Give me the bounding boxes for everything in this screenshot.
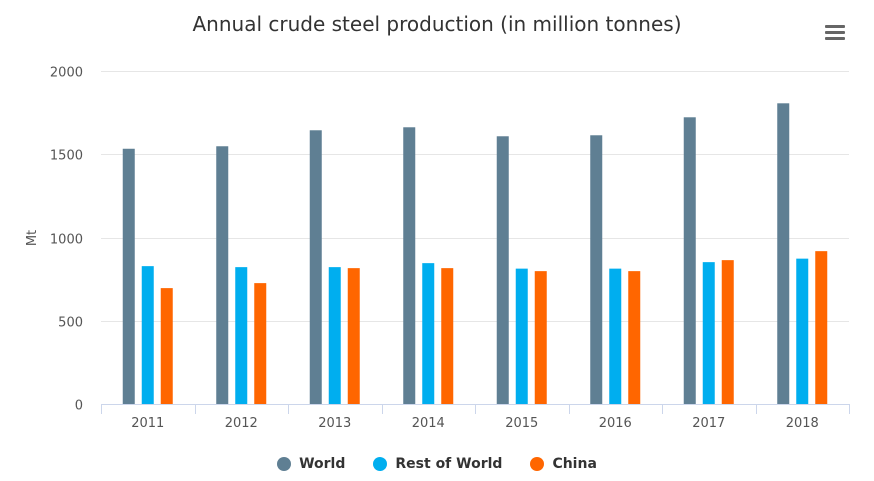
legend-item-rest-of-world[interactable]: Rest of World: [373, 456, 502, 472]
legend-marker-icon: [373, 457, 388, 471]
x-tick-label: 2011: [131, 416, 164, 431]
hamburger-menu-icon-line: [825, 37, 845, 40]
bar-china-2017[interactable]: [721, 260, 734, 404]
y-tick-label: 1500: [50, 149, 83, 164]
bar-china-2012[interactable]: [254, 283, 267, 404]
y-axis-title: Mt: [25, 230, 40, 246]
y-tick-label: 0: [75, 399, 83, 414]
legend-item-china[interactable]: China: [530, 456, 597, 472]
legend-label: World: [299, 456, 346, 472]
bar-world-2018[interactable]: [777, 103, 790, 405]
legend: World Rest of World China: [0, 456, 874, 472]
y-tick-label: 2000: [50, 66, 83, 81]
bar-rest-of-world-2011[interactable]: [141, 266, 154, 404]
bar-world-2013[interactable]: [309, 130, 322, 405]
bar-china-2018[interactable]: [815, 251, 828, 404]
bar-china-2014[interactable]: [441, 268, 454, 404]
bar-rest-of-world-2013[interactable]: [328, 267, 341, 404]
x-tick-label: 2016: [599, 416, 632, 431]
bar-china-2011[interactable]: [160, 288, 173, 404]
y-tick-label: 500: [58, 316, 83, 331]
hamburger-menu-icon: [825, 25, 845, 28]
bar-world-2014[interactable]: [403, 127, 416, 404]
bars: [122, 103, 828, 405]
bar-rest-of-world-2014[interactable]: [422, 263, 435, 404]
x-axis: 2011 2012 2013 2014 2015 2016 2017 2018: [101, 404, 850, 431]
bar-china-2013[interactable]: [347, 268, 360, 404]
bar-world-2017[interactable]: [683, 117, 696, 405]
legend-label: China: [552, 456, 597, 472]
bar-rest-of-world-2016[interactable]: [609, 268, 622, 404]
bar-rest-of-world-2012[interactable]: [235, 267, 248, 404]
x-tick-label: 2014: [412, 416, 445, 431]
x-tick-label: 2018: [786, 416, 819, 431]
x-tick-label: 2015: [505, 416, 538, 431]
bar-rest-of-world-2017[interactable]: [702, 262, 715, 404]
legend-item-world[interactable]: World: [277, 456, 345, 472]
bar-rest-of-world-2018[interactable]: [796, 258, 809, 404]
chart-title: Annual crude steel production (in millio…: [192, 12, 682, 36]
gridlines: [101, 71, 849, 322]
y-axis-ticks: 0 500 1000 1500 2000: [50, 66, 83, 414]
x-tick-label: 2017: [692, 416, 725, 431]
bar-china-2016[interactable]: [628, 271, 641, 404]
bar-world-2011[interactable]: [122, 148, 135, 404]
y-tick-label: 1000: [50, 233, 83, 248]
bar-rest-of-world-2015[interactable]: [515, 268, 528, 404]
bar-world-2015[interactable]: [496, 136, 509, 404]
chart-menu-button[interactable]: [820, 20, 850, 44]
bar-china-2015[interactable]: [534, 271, 547, 404]
bar-world-2016[interactable]: [590, 135, 603, 405]
bar-world-2012[interactable]: [216, 146, 229, 404]
x-tick-label: 2012: [225, 416, 258, 431]
hamburger-menu-icon-line: [825, 31, 845, 34]
x-tick-label: 2013: [318, 416, 351, 431]
legend-label: Rest of World: [395, 456, 503, 472]
legend-marker-icon: [530, 457, 545, 471]
legend-marker-icon: [277, 457, 292, 471]
